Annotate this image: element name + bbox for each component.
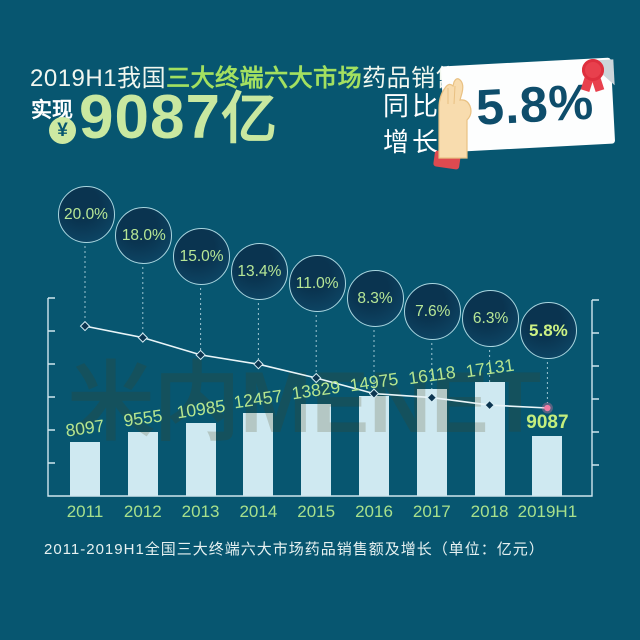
growth-bubble-2014: 13.4% [230,243,288,300]
yoy-growth-value: 5.8% [474,73,596,136]
x-axis-label-2017: 2017 [412,502,451,521]
x-axis-label-2018: 2018 [470,502,509,521]
growth-bubble-2013: 15.0% [173,228,231,285]
yoy-label-line1: 同比 [383,91,442,121]
growth-bubble-2012: 18.0% [115,207,173,264]
x-axis-label-2012: 2012 [123,502,162,521]
amount-value: 9087 [79,83,221,152]
award-ribbon-icon [580,59,605,92]
total-sales-amount: 9087亿 [79,84,278,153]
yoy-label-line2: 增长 [383,127,442,157]
bar-value-label: 9087 [526,411,569,433]
hand-icon [433,78,472,170]
x-axis-label-2016: 2016 [355,502,393,521]
growth-bubble-2017: 7.6% [404,283,462,340]
achieved-label: 实现 [31,99,73,122]
x-axis-label-2019H1: 2019H1 [517,502,578,521]
x-axis-label-2013: 2013 [181,502,220,521]
x-axis-label-2011: 2011 [66,502,104,521]
growth-bubble-2018: 6.3% [462,290,520,347]
growth-bubble-2016: 8.3% [346,270,404,327]
x-axis-label-2014: 2014 [239,502,278,521]
growth-bubble-2019H1: 5.8% [519,302,577,359]
title-highlight: 三大终端六大市场 [166,65,363,92]
amount-unit: 亿 [220,87,278,150]
x-axis-label-2015: 2015 [297,502,336,521]
yoy-growth-label: 同比 增长 [383,88,441,160]
growth-bubble-2015: 11.0% [288,255,346,312]
chart-caption: 2011-2019H1全国三大终端六大市场药品销售额及增长（单位：亿元） [44,541,545,558]
title-prefix: 2019H1我国 [30,65,167,92]
line-marker-diamond [79,320,91,332]
yuan-coin-icon: ¥ [49,117,76,144]
growth-bubble-2011: 20.0% [57,186,115,243]
line-marker-highlight [544,404,551,412]
